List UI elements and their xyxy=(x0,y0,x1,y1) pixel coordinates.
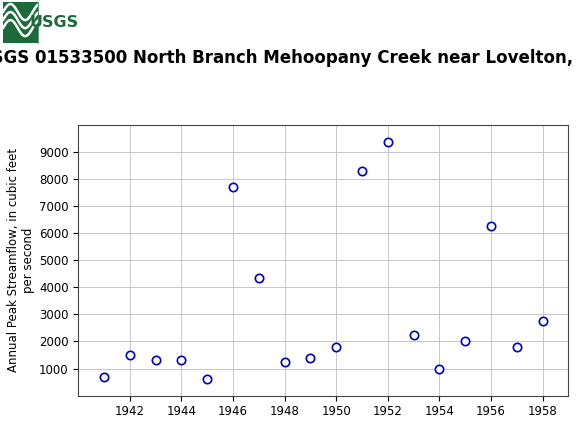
FancyBboxPatch shape xyxy=(38,2,71,43)
Text: USGS: USGS xyxy=(30,15,79,30)
Text: USGS 01533500 North Branch Mehoopany Creek near Lovelton, PA: USGS 01533500 North Branch Mehoopany Cre… xyxy=(0,49,580,68)
FancyBboxPatch shape xyxy=(3,2,71,43)
Y-axis label: Annual Peak Streamflow, in cubic feet
per second: Annual Peak Streamflow, in cubic feet pe… xyxy=(7,148,35,372)
FancyBboxPatch shape xyxy=(3,2,71,43)
